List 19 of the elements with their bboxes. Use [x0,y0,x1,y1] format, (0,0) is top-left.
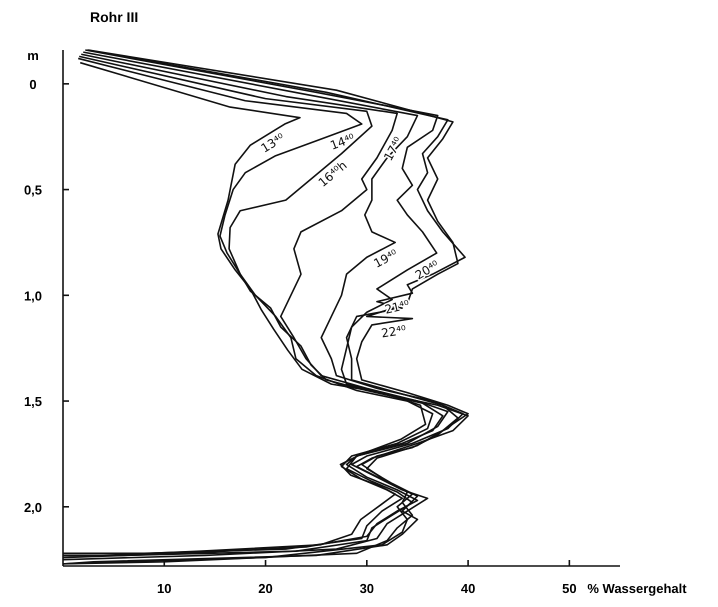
y-tick-label: 1,5 [24,394,42,410]
text: 20⁴⁰ [412,258,442,282]
y-tick-label: 1,0 [24,288,42,304]
text: 14⁴⁰ [328,130,357,153]
y-tick-label: 2,0 [24,500,42,515]
x-axis-title: % Wassergehalt [587,581,688,596]
x-tick-label: 30 [360,581,374,596]
y-tick-label: 0,5 [24,182,42,198]
x-tick-label: 20 [258,581,273,596]
text: 19⁴⁰ [371,246,400,271]
text: 22⁴⁰ [380,322,408,340]
x-tick-label: 40 [460,581,476,596]
x-tick-label: 50 [562,581,577,596]
y-tick-label: 0 [29,76,37,92]
chart-title: Rohr III [90,9,138,25]
y-axis-title: m [27,48,39,63]
x-tick-label: 10 [157,581,172,596]
text: 17⁴⁰ [381,134,406,164]
text: 13⁴⁰ [258,130,288,156]
